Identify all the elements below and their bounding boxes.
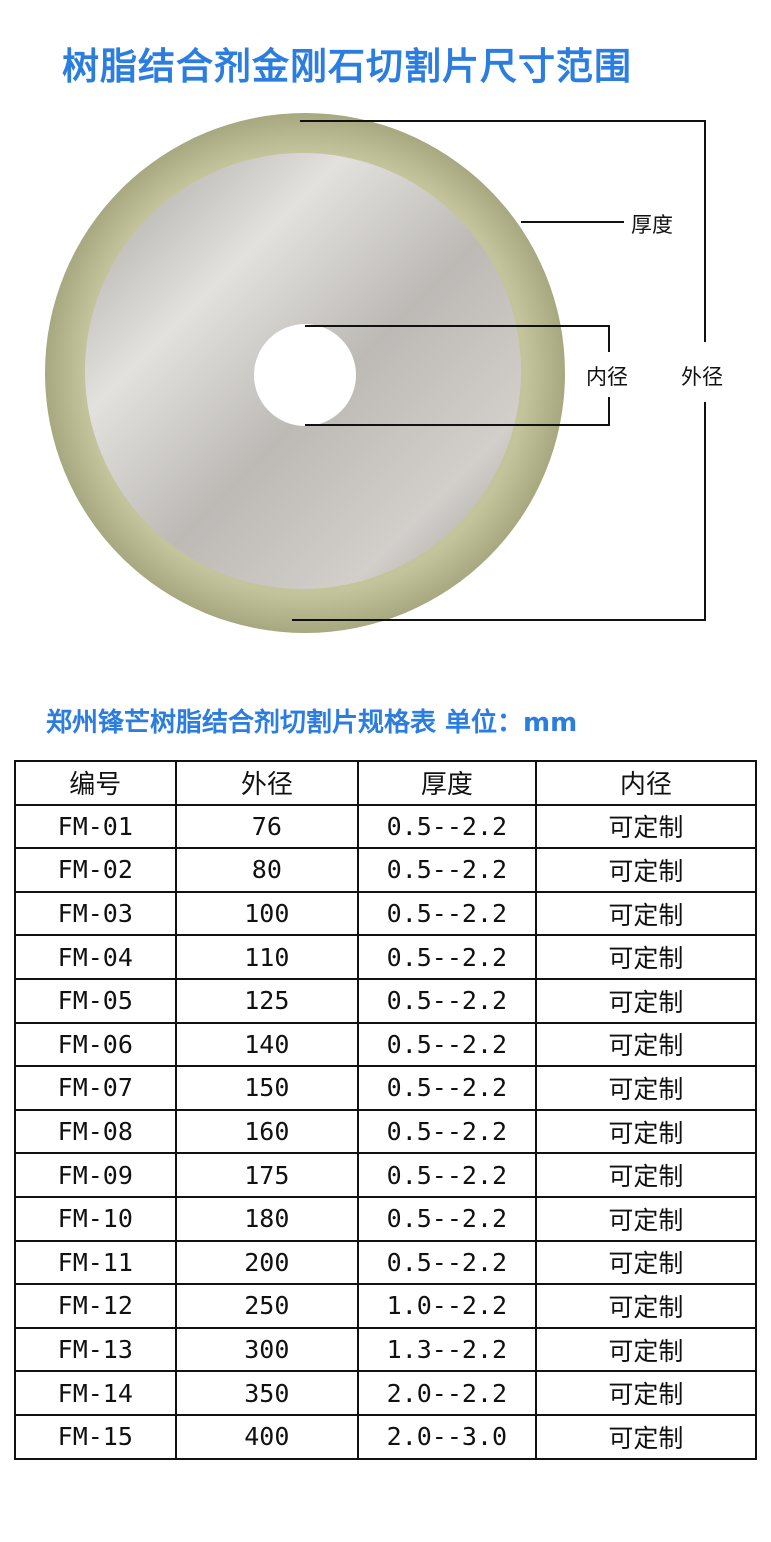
cell-inner-diameter: 可定制 [534, 1326, 758, 1373]
inner-diameter-bracket-top [305, 325, 610, 352]
thickness-label: 厚度 [631, 213, 673, 237]
cell-thickness: 0.5--2.2 [357, 1239, 537, 1286]
outer-diameter-bracket-bottom [292, 402, 706, 621]
table-row: FM-05 125 0.5--2.2 可定制 [14, 977, 758, 1024]
cell-outer-diameter: 200 [174, 1239, 360, 1286]
cell-outer-diameter: 100 [174, 890, 360, 937]
cell-thickness: 1.3--2.2 [357, 1326, 537, 1373]
cell-code: FM-11 [14, 1239, 177, 1286]
cell-code: FM-12 [14, 1283, 177, 1329]
cell-thickness: 1.0--2.2 [357, 1283, 537, 1329]
cell-inner-diameter: 可定制 [534, 1152, 758, 1198]
table-row: FM-15 400 2.0--3.0 可定制 [14, 1413, 758, 1460]
cell-thickness: 0.5--2.2 [357, 1108, 537, 1155]
cell-inner-diameter: 可定制 [534, 803, 758, 850]
cell-code: FM-07 [14, 1065, 177, 1111]
cell-inner-diameter: 可定制 [534, 977, 758, 1024]
table-row: FM-07 150 0.5--2.2 可定制 [14, 1065, 758, 1111]
table-row: FM-03 100 0.5--2.2 可定制 [14, 890, 758, 937]
cell-code: FM-08 [14, 1108, 177, 1155]
cell-thickness: 0.5--2.2 [357, 934, 537, 980]
cell-outer-diameter: 140 [174, 1021, 360, 1068]
cell-inner-diameter: 可定制 [534, 847, 758, 893]
cell-code: FM-09 [14, 1152, 177, 1198]
cell-outer-diameter: 350 [174, 1370, 360, 1416]
table-row: FM-02 80 0.5--2.2 可定制 [14, 847, 758, 893]
cell-code: FM-06 [14, 1021, 177, 1068]
cell-outer-diameter: 250 [174, 1283, 360, 1329]
inner-diameter-bracket-bottom [305, 397, 610, 426]
header-code: 编号 [14, 760, 177, 806]
cell-outer-diameter: 175 [174, 1152, 360, 1198]
cell-inner-diameter: 可定制 [534, 1413, 758, 1460]
spec-table: 编号 外径 厚度 内径 FM-01 76 0.5--2.2 可定制 FM-02 80 0.5… [14, 760, 758, 1460]
blade-image [45, 113, 706, 633]
cell-outer-diameter: 76 [174, 803, 360, 850]
cell-code: FM-04 [14, 934, 177, 980]
cell-code: FM-15 [14, 1413, 177, 1460]
cell-thickness: 0.5--2.2 [357, 890, 537, 937]
cell-code: FM-05 [14, 977, 177, 1024]
cell-outer-diameter: 160 [174, 1108, 360, 1155]
header-inner-diameter: 内径 [534, 760, 758, 806]
cell-inner-diameter: 可定制 [534, 1283, 758, 1329]
cell-thickness: 0.5--2.2 [357, 1195, 537, 1242]
header-thickness: 厚度 [357, 760, 537, 806]
center-hole [254, 324, 356, 426]
cell-thickness: 0.5--2.2 [357, 847, 537, 893]
cell-inner-diameter: 可定制 [534, 1370, 758, 1416]
table-row: FM-08 160 0.5--2.2 可定制 [14, 1108, 758, 1155]
cell-inner-diameter: 可定制 [534, 890, 758, 937]
blade-diagram: 厚度 内径 外径 [0, 100, 771, 640]
table-row: FM-10 180 0.5--2.2 可定制 [14, 1195, 758, 1242]
cell-inner-diameter: 可定制 [534, 1239, 758, 1286]
table-row: FM-04 110 0.5--2.2 可定制 [14, 934, 758, 980]
cell-outer-diameter: 180 [174, 1195, 360, 1242]
table-row: FM-14 350 2.0--2.2 可定制 [14, 1370, 758, 1416]
table-row: FM-13 300 1.3--2.2 可定制 [14, 1326, 758, 1373]
cell-outer-diameter: 300 [174, 1326, 360, 1373]
cell-thickness: 0.5--2.2 [357, 1065, 537, 1111]
cell-inner-diameter: 可定制 [534, 1108, 758, 1155]
outer-diameter-label: 外径 [681, 365, 723, 389]
cell-thickness: 0.5--2.2 [357, 1021, 537, 1068]
outer-diameter-bracket-top [300, 120, 706, 342]
cell-code: FM-10 [14, 1195, 177, 1242]
cell-code: FM-02 [14, 847, 177, 893]
cell-inner-diameter: 可定制 [534, 1195, 758, 1242]
cell-outer-diameter: 110 [174, 934, 360, 980]
cell-thickness: 0.5--2.2 [357, 1152, 537, 1198]
cell-code: FM-13 [14, 1326, 177, 1373]
cell-outer-diameter: 125 [174, 977, 360, 1024]
cell-outer-diameter: 80 [174, 847, 360, 893]
table-header-row: 编号 外径 厚度 内径 [14, 760, 758, 806]
table-row: FM-01 76 0.5--2.2 可定制 [14, 803, 758, 850]
cell-outer-diameter: 400 [174, 1413, 360, 1460]
cell-thickness: 2.0--3.0 [357, 1413, 537, 1460]
cell-code: FM-01 [14, 803, 177, 850]
cell-thickness: 0.5--2.2 [357, 977, 537, 1024]
cell-inner-diameter: 可定制 [534, 1065, 758, 1111]
cell-inner-diameter: 可定制 [534, 1021, 758, 1068]
cell-outer-diameter: 150 [174, 1065, 360, 1111]
table-row: FM-06 140 0.5--2.2 可定制 [14, 1021, 758, 1068]
table-row: FM-09 175 0.5--2.2 可定制 [14, 1152, 758, 1198]
cell-thickness: 0.5--2.2 [357, 803, 537, 850]
table-title: 郑州锋芒树脂结合剂切割片规格表 单位：mm [46, 708, 578, 738]
cell-code: FM-14 [14, 1370, 177, 1416]
table-row: FM-11 200 0.5--2.2 可定制 [14, 1239, 758, 1286]
cell-inner-diameter: 可定制 [534, 934, 758, 980]
header-outer-diameter: 外径 [174, 760, 360, 806]
cell-code: FM-03 [14, 890, 177, 937]
cell-thickness: 2.0--2.2 [357, 1370, 537, 1416]
table-row: FM-12 250 1.0--2.2 可定制 [14, 1283, 758, 1329]
page-title: 树脂结合剂金刚石切割片尺寸范围 [62, 45, 632, 88]
inner-diameter-label: 内径 [586, 365, 628, 389]
